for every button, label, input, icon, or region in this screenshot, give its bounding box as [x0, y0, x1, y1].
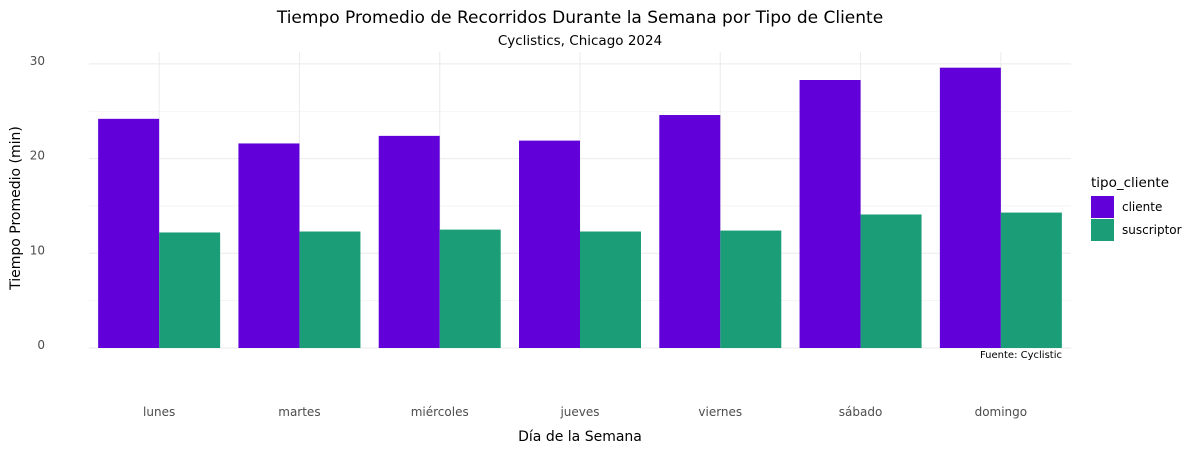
bar-cliente-viernes: [659, 115, 721, 349]
y-tick-label: 20: [30, 149, 45, 163]
chart-subtitle: Cyclistics, Chicago 2024: [498, 33, 662, 49]
bar-cliente-martes: [238, 143, 300, 348]
bar-cliente-sábado: [799, 79, 861, 349]
y-tick-label: 0: [37, 338, 45, 352]
bars: [98, 67, 1062, 349]
y-axis-ticks: 0 10 20 30: [30, 54, 45, 352]
x-axis-title: Día de la Semana: [518, 429, 642, 445]
bar-suscriptor-domingo: [1000, 212, 1062, 348]
x-tick-label: martes: [278, 405, 320, 419]
x-tick-label: jueves: [559, 405, 599, 419]
legend-label-cliente: cliente: [1122, 200, 1162, 214]
bar-suscriptor-lunes: [159, 232, 221, 348]
x-tick-label: sábado: [839, 405, 883, 419]
bar-cliente-lunes: [98, 118, 160, 349]
y-tick-label: 30: [30, 54, 45, 68]
chart-caption: Fuente: Cyclistic: [980, 350, 1062, 361]
bar-cliente-domingo: [939, 67, 1001, 349]
legend: tipo_cliente cliente suscriptor: [1091, 175, 1182, 241]
legend-swatch-cliente: [1091, 196, 1114, 218]
bar-suscriptor-miércoles: [439, 229, 501, 348]
bar-cliente-miércoles: [378, 135, 440, 348]
bar-suscriptor-viernes: [720, 230, 782, 348]
bar-suscriptor-martes: [299, 231, 361, 348]
x-axis-ticks: lunes martes miércoles jueves viernes sábado d…: [143, 405, 1027, 419]
legend-swatch-suscriptor: [1091, 219, 1114, 241]
y-tick-label: 10: [30, 243, 45, 257]
legend-title: tipo_cliente: [1091, 175, 1169, 191]
x-tick-label: lunes: [143, 405, 175, 419]
chart-title: Tiempo Promedio de Recorridos Durante la…: [276, 8, 883, 28]
bar-cliente-jueves: [519, 140, 580, 348]
bar-suscriptor-sábado: [860, 214, 922, 348]
y-axis-title: Tiempo Promedio (min): [8, 126, 24, 291]
x-tick-label: domingo: [975, 405, 1028, 419]
legend-label-suscriptor: suscriptor: [1122, 223, 1182, 237]
bar-suscriptor-jueves: [580, 231, 641, 348]
x-tick-label: viernes: [698, 405, 742, 419]
x-tick-label: miércoles: [411, 405, 469, 419]
